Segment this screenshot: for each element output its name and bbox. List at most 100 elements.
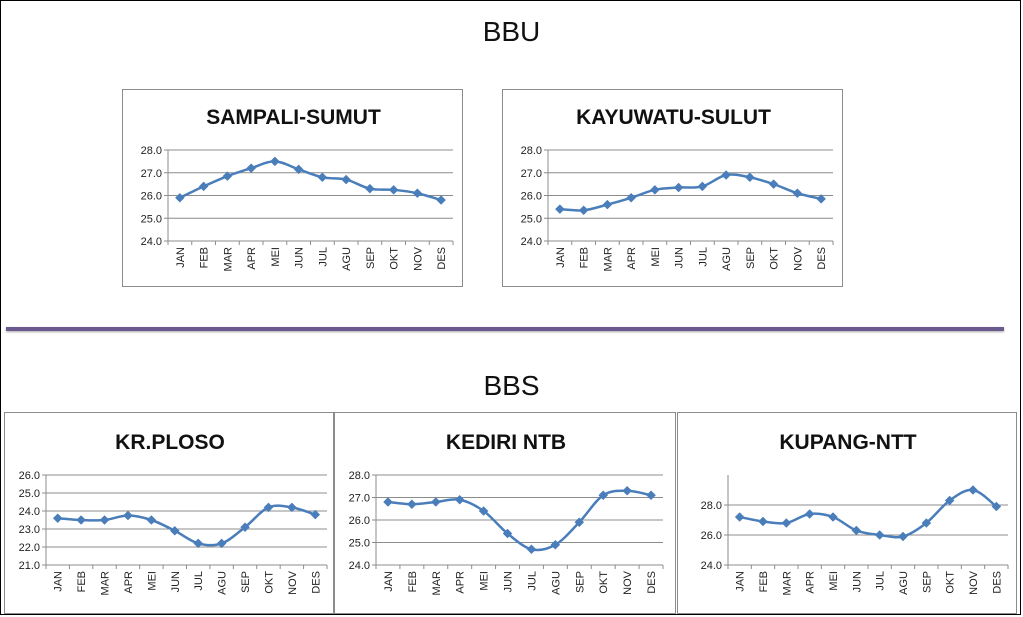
x-tick-label: FEB <box>199 247 211 268</box>
x-tick-label: AGU <box>341 247 353 271</box>
data-point <box>758 516 768 527</box>
data-point <box>550 539 561 550</box>
x-tick-label: MEI <box>146 571 158 591</box>
x-tick-label: OKT <box>945 571 957 594</box>
series-line <box>739 488 998 539</box>
x-tick-label: JAN <box>175 247 187 268</box>
chart-svg-sampali-sumut: SAMPALI-SUMUT 24.0 25.0 26.0 27.0 28.0 JAN FEB M… <box>141 106 454 272</box>
y-tick-label: 25.0 <box>19 488 40 500</box>
x-tick-label: JAN <box>383 571 395 592</box>
data-point <box>310 509 321 520</box>
data-point <box>816 194 826 204</box>
x-tick-label: JUL <box>526 571 538 591</box>
data-point <box>240 522 250 533</box>
data-point <box>222 171 233 182</box>
data-point <box>781 518 792 528</box>
x-tick-label: APR <box>805 571 817 594</box>
x-tick-label: JUN <box>170 571 182 592</box>
data-point <box>76 515 86 525</box>
data-point <box>52 513 63 524</box>
y-tick-label: 28.0 <box>349 470 370 482</box>
data-point <box>721 170 731 180</box>
x-tick-label: DES <box>646 571 658 594</box>
data-point <box>646 490 656 501</box>
chart-title: KR.PLOSO <box>115 431 225 454</box>
x-tick-label: DES <box>436 247 448 270</box>
x-tick-label: DES <box>991 571 1003 594</box>
x-tick-label: AGU <box>898 571 910 595</box>
chart-svg-kediri-ntb: KEDIRI NTB 24.0 25.0 26.0 27.0 28.0 JAN FEB MAR A… <box>349 431 664 595</box>
chart-svg-kayuwatu-sulut: KAYUWATU-SULUT 24.0 25.0 26.0 27.0 28.0 JAN FEB… <box>521 106 834 271</box>
x-tick-label: AGU <box>217 571 229 595</box>
data-point <box>412 188 423 199</box>
y-tick-label: 26.0 <box>521 191 542 203</box>
data-point <box>622 485 632 496</box>
x-tick-label: APR <box>246 247 258 270</box>
chart-svg-kupang-ntt: KUPANG-NTT 24.0 26.0 28.0 JAN FEB MAR APR MEI JUN… <box>701 431 1009 595</box>
chart-title: SAMPALI-SUMUT <box>206 106 381 129</box>
data-point <box>383 497 393 507</box>
data-point <box>407 499 417 510</box>
chart-title: KUPANG-NTT <box>779 431 916 454</box>
x-tick-label: NOV <box>287 570 299 595</box>
data-point <box>898 531 908 542</box>
x-tick-label: NOV <box>792 246 804 271</box>
chart-svg-kr-ploso: KR.PLOSO 21.0 22.0 23.0 24.0 25.0 26.0 JAN FEB MA… <box>19 431 328 596</box>
x-tick-label: OKT <box>769 247 781 270</box>
data-point <box>454 494 465 505</box>
x-tick-label: JUL <box>317 247 329 267</box>
data-point <box>626 192 636 203</box>
x-tick-label: JUN <box>674 247 686 268</box>
y-tick-label: 28.0 <box>141 145 162 157</box>
series-line <box>179 160 442 202</box>
x-tick-label: FEB <box>758 571 770 592</box>
x-tick-label: SEP <box>365 247 377 269</box>
x-tick-label: MEI <box>828 571 840 591</box>
x-tick-label: OKT <box>598 571 610 594</box>
section-divider <box>6 327 1004 331</box>
chart-kupang-ntt: KUPANG-NTT 24.0 26.0 28.0 JAN FEB MAR APR MEI JUN… <box>677 412 1017 614</box>
data-point <box>851 525 862 536</box>
chart-kayuwatu-sulut: KAYUWATU-SULUT 24.0 25.0 26.0 27.0 28.0 JAN FEB… <box>502 89 843 287</box>
data-point <box>388 184 399 195</box>
data-point <box>792 188 803 199</box>
data-point <box>944 495 955 506</box>
x-tick-label: APR <box>626 247 638 270</box>
data-point <box>341 174 351 185</box>
data-point <box>502 528 513 539</box>
x-tick-label: JUN <box>294 247 306 268</box>
x-tick-label: SEP <box>745 247 757 269</box>
x-tick-label: JUN <box>503 571 515 592</box>
data-point <box>317 172 328 183</box>
y-tick-label: 24.0 <box>349 560 370 572</box>
data-point <box>99 515 110 525</box>
data-point <box>246 163 256 174</box>
x-tick-label: JAN <box>735 571 747 592</box>
x-tick-label: APR <box>123 571 135 594</box>
data-point <box>921 518 932 528</box>
data-point <box>478 506 489 516</box>
x-tick-label: JUL <box>697 247 709 267</box>
x-tick-label: NOV <box>622 570 634 595</box>
data-point <box>146 515 157 525</box>
x-tick-label: MAR <box>222 247 234 272</box>
data-point <box>555 204 565 215</box>
x-tick-label: SEP <box>921 571 933 593</box>
chart-kediri-ntb: KEDIRI NTB 24.0 25.0 26.0 27.0 28.0 JAN FEB MAR A… <box>334 412 676 614</box>
data-point <box>198 181 209 192</box>
data-point <box>430 497 441 507</box>
x-tick-label: DES <box>310 571 322 594</box>
x-tick-label: NOV <box>968 570 980 595</box>
heading-bbu: BBU <box>482 16 541 47</box>
y-tick-label: 25.0 <box>141 213 162 225</box>
x-tick-label: DES <box>816 247 828 270</box>
x-tick-label: OKT <box>389 247 401 270</box>
data-point <box>436 195 446 205</box>
x-tick-label: FEB <box>76 571 88 592</box>
data-point <box>263 502 274 513</box>
data-point <box>745 172 755 183</box>
series-line <box>57 504 316 547</box>
x-tick-label: SEP <box>574 571 586 593</box>
x-tick-label: MAR <box>100 571 112 596</box>
data-point <box>175 192 185 203</box>
